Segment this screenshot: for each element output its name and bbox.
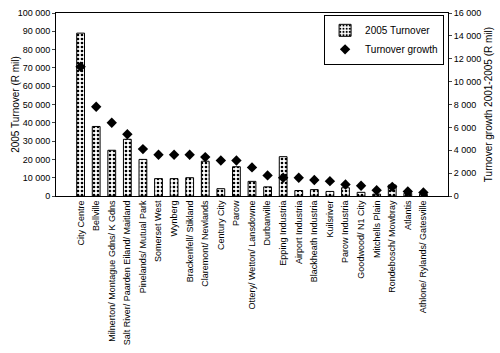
svg-text:Salt River/ Paarden Eiland/ Ma: Salt River/ Paarden Eiland/ Maitland xyxy=(122,201,132,346)
svg-text:70 000: 70 000 xyxy=(23,63,51,73)
svg-text:Milnerton/ Montague Gdns/ K Gd: Milnerton/ Montague Gdns/ K Gdns xyxy=(107,200,117,342)
svg-text:4 000: 4 000 xyxy=(454,145,477,155)
svg-text:Parow Industria: Parow Industria xyxy=(340,201,350,264)
svg-text:50 000: 50 000 xyxy=(23,100,51,110)
svg-text:Brackenfell/ Stikland: Brackenfell/ Stikland xyxy=(185,201,195,283)
svg-text:Claremont/ Newlands: Claremont/ Newlands xyxy=(200,200,210,287)
svg-text:16 000: 16 000 xyxy=(454,8,482,18)
svg-text:20 000: 20 000 xyxy=(23,155,51,165)
svg-text:Kuilsriver: Kuilsriver xyxy=(325,201,335,238)
svg-text:Goodwood/ N1 City: Goodwood/ N1 City xyxy=(356,200,366,279)
svg-text:2005 Turnover: 2005 Turnover xyxy=(365,25,430,36)
svg-text:6 000: 6 000 xyxy=(454,123,477,133)
svg-text:30 000: 30 000 xyxy=(23,136,51,146)
svg-text:Turnover growth 2001-2005 (R m: Turnover growth 2001-2005 (R mil) xyxy=(483,27,494,182)
svg-text:40 000: 40 000 xyxy=(23,118,51,128)
svg-text:Epping Industria: Epping Industria xyxy=(278,201,288,266)
svg-text:100 000: 100 000 xyxy=(18,8,51,18)
svg-text:Turnover growth: Turnover growth xyxy=(365,44,437,55)
svg-text:City Centre: City Centre xyxy=(76,201,86,246)
svg-text:10 000: 10 000 xyxy=(23,173,51,183)
svg-text:14 000: 14 000 xyxy=(454,31,482,41)
svg-text:Rondebosch/ Mowbray: Rondebosch/ Mowbray xyxy=(387,200,397,293)
svg-text:Blackheath Industria: Blackheath Industria xyxy=(309,201,319,283)
svg-text:Athlone/ Rylands/ Gatesville: Athlone/ Rylands/ Gatesville xyxy=(418,201,428,314)
svg-text:80 000: 80 000 xyxy=(23,45,51,55)
svg-text:Parow: Parow xyxy=(231,200,241,226)
svg-text:2005 Turnover (R mil): 2005 Turnover (R mil) xyxy=(10,56,21,153)
svg-text:8 000: 8 000 xyxy=(454,100,477,110)
svg-text:0: 0 xyxy=(454,191,459,201)
svg-text:Pinelands/ Mutual Park: Pinelands/ Mutual Park xyxy=(138,200,148,293)
svg-text:Century City: Century City xyxy=(216,200,226,250)
svg-text:2 000: 2 000 xyxy=(454,168,477,178)
svg-text:Somerset West: Somerset West xyxy=(153,200,163,262)
svg-text:12 000: 12 000 xyxy=(454,54,482,64)
svg-text:0: 0 xyxy=(45,191,50,201)
svg-text:Ottery/ Wetton/ Lansdowne: Ottery/ Wetton/ Lansdowne xyxy=(247,201,257,310)
svg-text:Airport Industria: Airport Industria xyxy=(294,201,304,265)
svg-text:Mitchells Plain: Mitchells Plain xyxy=(372,201,382,259)
svg-text:90 000: 90 000 xyxy=(23,26,51,36)
svg-text:Wynberg: Wynberg xyxy=(169,201,179,237)
svg-text:Durbanville: Durbanville xyxy=(263,201,273,246)
svg-text:Bellville: Bellville xyxy=(91,201,101,232)
svg-text:60 000: 60 000 xyxy=(23,81,51,91)
svg-text:10 000: 10 000 xyxy=(454,77,482,87)
svg-text:Atlantis: Atlantis xyxy=(403,200,413,230)
